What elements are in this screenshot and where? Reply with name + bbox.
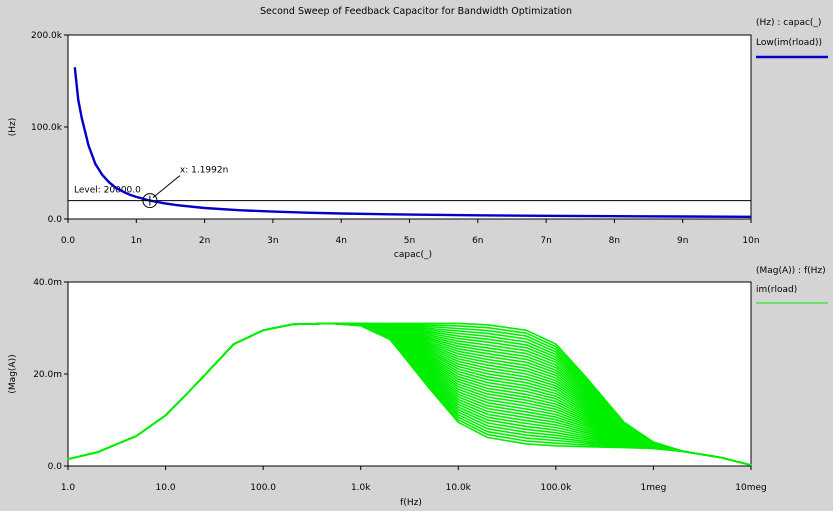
bottom-y-axis-ticks: 0.0 20.0m 40.0m [33,278,68,472]
bottom-legend[interactable]: (Mag(A)) : f(Hz) im(rload) [756,266,828,304]
bottom-legend-header: (Mag(A)) : f(Hz) [756,266,826,276]
bottom-y-axis-label: (Mag(A)) [8,354,18,393]
top-x-tick-label: 7n [540,236,551,246]
top-plot[interactable]: 0.0 100.0k 200.0k 0.0 1n 2n 3n 4n 5n 6n 7n 8n 9n 10n… [8,18,828,260]
bottom-x-axis-ticks: 1.0 10.0 100.0 1.0k 10.0k 100.0k 1meg 10meg [61,466,767,493]
bottom-x-tick-label: 100.0 [250,483,276,493]
top-legend-entry-label: Low(im(rload)) [756,38,822,48]
top-y-tick-label: 200.0k [31,31,63,41]
top-x-tick-label: 2n [199,236,210,246]
bottom-legend-entry-label: im(rload) [756,285,797,295]
marker-label: x: 1.1992n [180,166,228,176]
level-label: Level: 20000.0 [74,186,141,196]
window-title: Second Sweep of Feedback Capacitor for B… [260,6,572,17]
top-x-axis-ticks: 0.0 1n 2n 3n 4n 5n 6n 7n 8n 9n 10n [61,219,760,246]
top-x-tick-label: 1n [131,236,142,246]
top-y-tick-label: 0.0 [48,215,63,225]
bottom-x-tick-label: 10meg [735,483,766,493]
bottom-x-axis-label: f(Hz) [400,498,422,508]
top-series-line[interactable] [73,67,752,218]
bottom-x-tick-label: 10.0k [446,483,472,493]
bottom-x-tick-label: 1.0k [351,483,371,493]
top-legend[interactable]: (Hz) : capac(_) Low(im(rload)) [756,18,828,59]
bottom-series-line[interactable] [67,322,752,466]
top-y-axis-ticks: 0.0 100.0k 200.0k [31,31,68,225]
top-x-tick-label: 9n [677,236,688,246]
top-x-tick-label: 6n [472,236,483,246]
bottom-x-tick-label: 1.0 [61,483,76,493]
bottom-y-tick-label: 20.0m [33,370,62,380]
top-x-tick-label: 3n [267,236,278,246]
top-x-tick-label: 8n [609,236,620,246]
top-x-tick-label: 5n [404,236,415,246]
top-x-tick-label: 0.0 [61,236,76,246]
bottom-x-tick-label: 1meg [641,483,667,493]
marker-arrow [152,175,181,198]
bottom-x-tick-label: 10.0 [156,483,176,493]
bottom-x-tick-label: 100.0k [540,483,572,493]
top-plot-area[interactable] [67,34,752,220]
marker-circle[interactable] [142,193,158,209]
top-x-axis-label: capac(_) [394,250,432,260]
top-x-tick-label: 4n [335,236,346,246]
top-x-tick-label: 10n [742,236,759,246]
bottom-series-traces[interactable] [67,322,752,466]
top-y-tick-label: 100.0k [31,123,63,133]
marker[interactable]: x: 1.1992n [142,166,228,209]
bottom-y-tick-label: 0.0 [48,462,63,472]
top-legend-header: (Hz) : capac(_) [756,18,821,28]
bottom-y-tick-label: 40.0m [33,278,62,288]
top-y-axis-label: (Hz) [8,118,18,137]
bottom-plot[interactable]: 0.0 20.0m 40.0m 1.0 10.0 100.0 1.0k 10.0k 100.0… [8,266,828,508]
